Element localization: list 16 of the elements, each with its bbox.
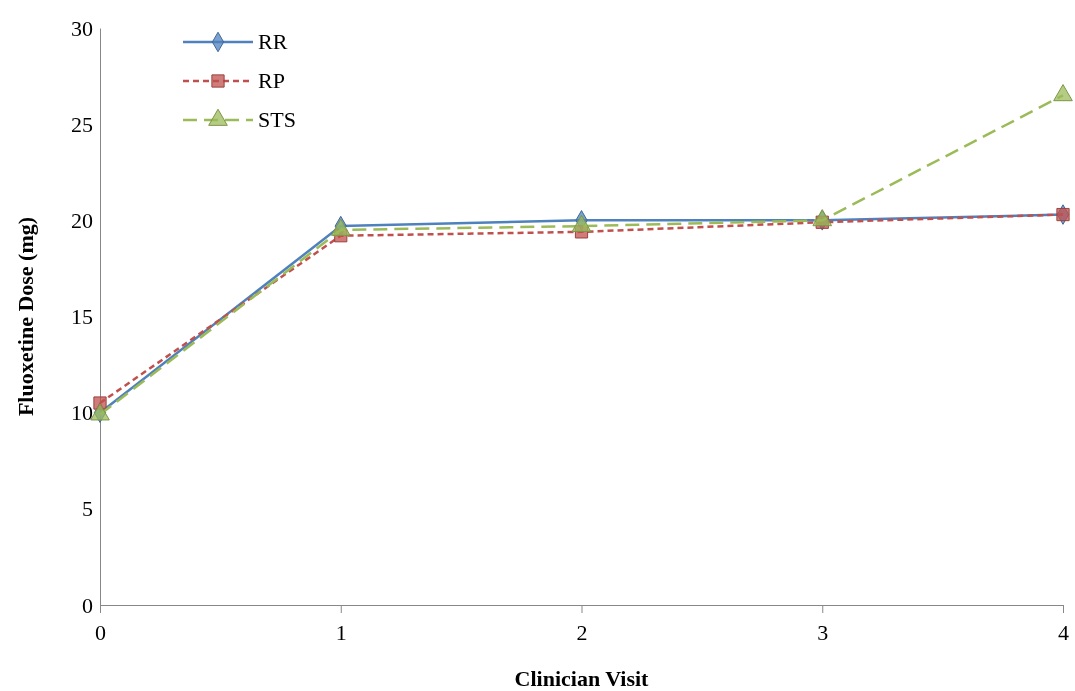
x-tick-label: 3 <box>817 620 829 646</box>
x-tick-label: 2 <box>576 620 588 646</box>
x-axis-title: Clinician Visit <box>514 666 650 691</box>
legend-label: RR <box>258 29 288 54</box>
y-tick-label: 25 <box>71 111 93 137</box>
y-tick-label: 0 <box>82 592 93 618</box>
y-tick-label: 10 <box>71 400 93 426</box>
y-axis-title: Fluoxetine Dose (mg) <box>13 216 38 417</box>
y-tick-label: 5 <box>82 496 93 522</box>
y-tick-label: 30 <box>71 15 93 41</box>
x-tick-label: 1 <box>335 620 347 646</box>
x-tick-label: 4 <box>1058 620 1069 646</box>
y-tick-label: 20 <box>71 207 93 233</box>
legend-label: RP <box>258 68 285 93</box>
legend-label: STS <box>258 107 296 132</box>
y-tick-label: 15 <box>71 304 93 330</box>
